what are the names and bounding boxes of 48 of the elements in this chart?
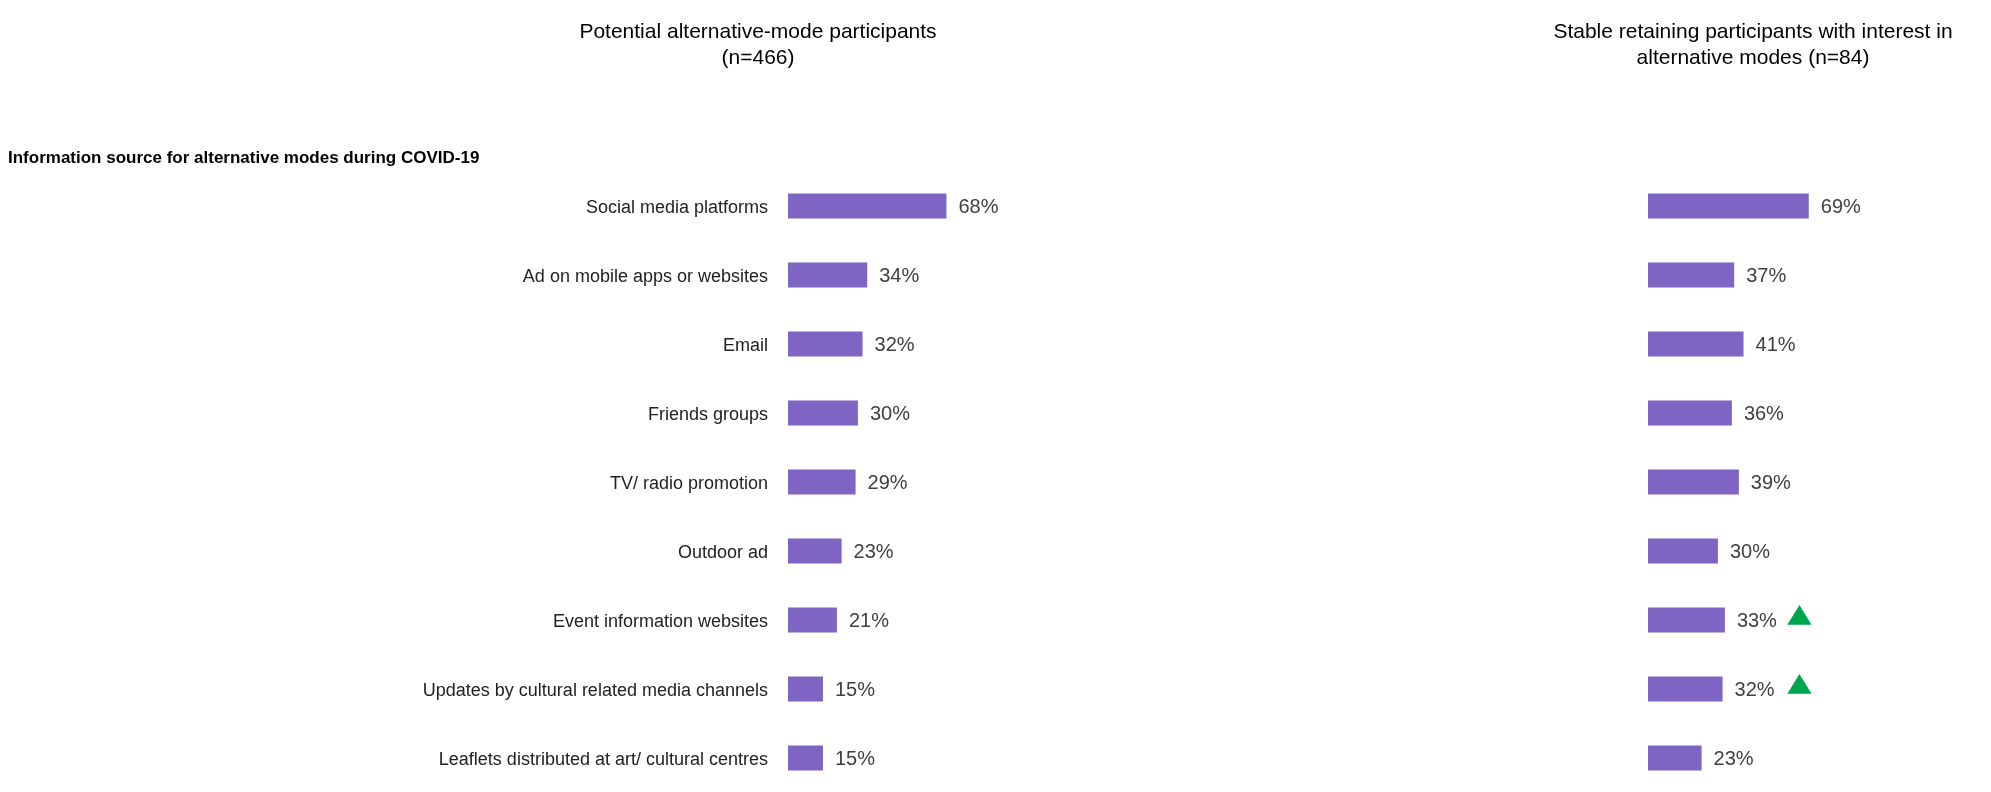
data-label: 30% bbox=[1729, 540, 1771, 562]
data-label: 23% bbox=[853, 540, 894, 562]
bar bbox=[788, 745, 823, 771]
data-label: 39% bbox=[1750, 471, 1792, 493]
text: Information source for alternative modes during COVID-19 bbox=[8, 148, 480, 167]
chart-title: Stable retaining participants with interest in alternative modes (n=84) bbox=[1553, 19, 1953, 68]
bar bbox=[1648, 469, 1739, 495]
y-tick-label: Social media platforms bbox=[585, 197, 768, 217]
data-label: 30% bbox=[869, 402, 911, 424]
data-label: 15% bbox=[834, 678, 876, 700]
data-label: 34% bbox=[879, 264, 920, 286]
bar bbox=[1648, 676, 1723, 702]
bar bbox=[788, 676, 823, 702]
data-label: 37% bbox=[1746, 264, 1787, 286]
bar bbox=[1648, 400, 1732, 426]
data-label: 36% bbox=[1743, 402, 1785, 424]
bar bbox=[1648, 538, 1718, 564]
bar bbox=[1648, 193, 1809, 219]
y-tick-label: Friends groups bbox=[647, 404, 768, 424]
bar bbox=[788, 538, 842, 564]
chart-title: Potential alternative-mode participants (n=466) bbox=[579, 19, 937, 68]
data-label: 69% bbox=[1820, 195, 1862, 217]
data-label: 68% bbox=[958, 195, 999, 217]
y-tick-label: Event information websites bbox=[552, 611, 768, 631]
data-label: 32% bbox=[874, 333, 915, 355]
data-label: 15% bbox=[834, 747, 876, 769]
y-tick-label: Leaflets distributed at art/ cultural centres bbox=[438, 749, 768, 769]
bar bbox=[1648, 262, 1735, 288]
bar bbox=[788, 607, 837, 633]
y-tick-label: Ad on mobile apps or websites bbox=[522, 266, 768, 286]
y-tick-label: Outdoor ad bbox=[677, 542, 768, 562]
data-label: 33% bbox=[1736, 609, 1778, 631]
y-tick-label: Updates by cultural related media channels bbox=[422, 680, 768, 700]
bar bbox=[788, 400, 858, 426]
bar bbox=[788, 469, 856, 495]
data-label: 23% bbox=[1713, 747, 1754, 769]
bar bbox=[788, 262, 868, 288]
bar bbox=[1648, 745, 1702, 771]
bar bbox=[1648, 607, 1725, 633]
data-label: 29% bbox=[867, 471, 908, 493]
bar bbox=[788, 193, 947, 219]
bar bbox=[1648, 331, 1744, 357]
data-label: 41% bbox=[1755, 333, 1796, 355]
y-tick-label: Email bbox=[722, 335, 768, 355]
data-label: 21% bbox=[848, 609, 890, 631]
bar bbox=[788, 331, 863, 357]
data-label: 32% bbox=[1734, 678, 1775, 700]
y-tick-label: TV/ radio promotion bbox=[609, 473, 768, 493]
